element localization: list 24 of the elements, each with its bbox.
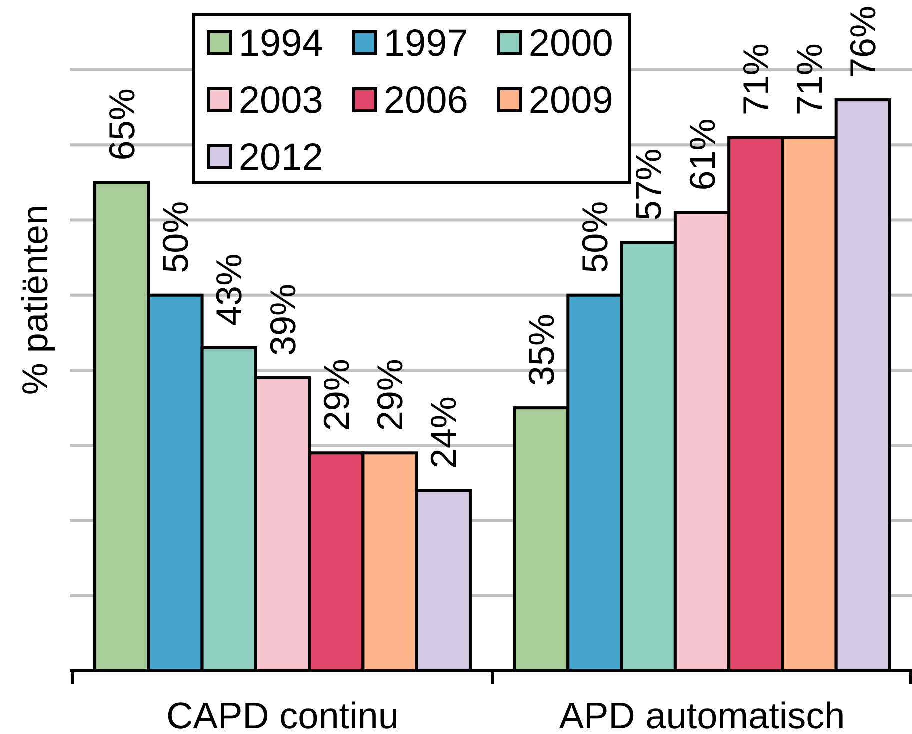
x-tick-label: CAPD continu [166,696,399,734]
legend-label: 1997 [384,23,468,65]
x-tick-label: APD automatisch [559,696,846,734]
data-label: 65% [101,88,142,161]
legend-label: 2003 [238,80,324,122]
legend-label: 2009 [528,80,614,122]
data-label: 43% [208,254,250,326]
data-label: 50% [154,201,196,274]
data-label: 35% [520,314,562,386]
legend-label: 2006 [384,80,468,122]
data-label: 76% [842,6,884,78]
data-label: 71% [735,44,776,116]
data-label: 24% [423,396,464,469]
legend-label: 2000 [528,23,614,65]
data-label: 29% [370,359,411,432]
data-label: 50% [574,201,616,274]
data-label: 29% [316,359,357,432]
y-axis-title: % patiënten [14,204,56,396]
data-label: 39% [262,284,304,356]
data-label: 57% [628,148,670,221]
data-label: 71% [789,44,830,116]
legend-label: 1994 [238,23,324,65]
legend-label: 2012 [238,137,324,179]
data-label: 61% [682,118,723,191]
